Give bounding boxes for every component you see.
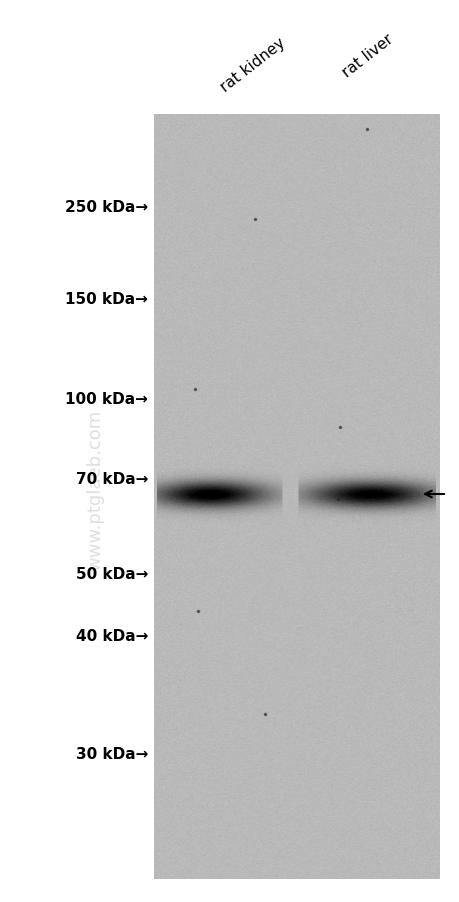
Text: www.ptglaeb.com: www.ptglaeb.com xyxy=(86,409,104,570)
Text: 150 kDa→: 150 kDa→ xyxy=(65,292,148,308)
Text: 100 kDa→: 100 kDa→ xyxy=(65,392,148,407)
Text: rat kidney: rat kidney xyxy=(218,35,288,95)
Text: 40 kDa→: 40 kDa→ xyxy=(75,629,148,644)
Text: rat liver: rat liver xyxy=(339,32,396,80)
Text: 30 kDa→: 30 kDa→ xyxy=(75,747,148,761)
Text: 250 kDa→: 250 kDa→ xyxy=(65,200,148,216)
Text: 50 kDa→: 50 kDa→ xyxy=(75,566,148,582)
Text: 70 kDa→: 70 kDa→ xyxy=(75,472,148,487)
